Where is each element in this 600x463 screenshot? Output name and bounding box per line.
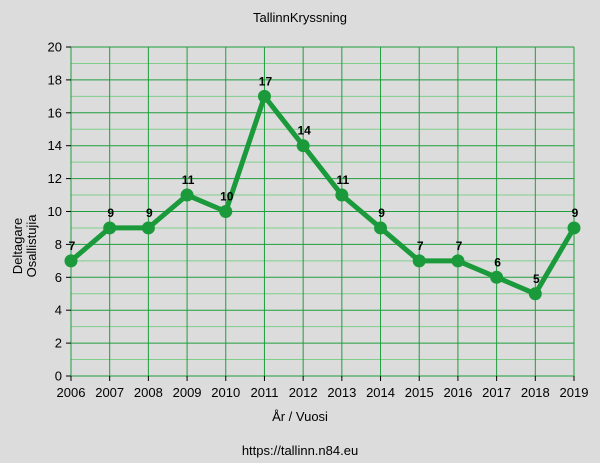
axis-ticks: 0 2 4 6 8 10 12 14 16 18 20 2006 2007 2008 2009 2010 201… — [48, 40, 589, 401]
data-point — [103, 221, 117, 235]
chart-title: TallinnKryssning — [253, 10, 347, 25]
data-label: 6 — [494, 255, 501, 269]
y-tick-label: 4 — [55, 303, 62, 318]
data-label: 7 — [69, 239, 76, 253]
data-point — [180, 188, 194, 202]
data-label: 10 — [220, 190, 234, 204]
data-point — [567, 221, 581, 235]
data-labels: 7 9 9 11 10 17 14 11 9 7 7 6 5 9 — [69, 74, 579, 285]
series-line-group — [64, 89, 581, 301]
x-axis-label: År / Vuosi — [272, 409, 328, 424]
data-label: 9 — [572, 206, 579, 220]
x-tick-label: 2019 — [560, 385, 589, 400]
data-point — [374, 221, 388, 235]
x-tick-label: 2007 — [95, 385, 124, 400]
x-tick-label: 2017 — [482, 385, 511, 400]
x-tick-label: 2009 — [173, 385, 202, 400]
data-label: 9 — [146, 206, 153, 220]
data-point — [141, 221, 155, 235]
y-tick-label: 0 — [55, 369, 62, 384]
y-tick-label: 20 — [48, 40, 62, 55]
x-tick-label: 2013 — [327, 385, 356, 400]
data-label: 14 — [297, 124, 311, 138]
data-point — [64, 254, 78, 268]
data-point — [490, 270, 504, 284]
y-tick-label: 2 — [55, 336, 62, 351]
data-label: 9 — [378, 206, 385, 220]
y-tick-label: 8 — [55, 237, 62, 252]
y-axis-label-line-1: Deltagare — [10, 218, 25, 274]
y-tick-label: 14 — [48, 138, 62, 153]
data-label: 7 — [456, 239, 463, 253]
x-tick-label: 2011 — [250, 385, 278, 400]
data-label: 11 — [182, 173, 195, 187]
data-label: 7 — [417, 239, 424, 253]
data-label: 11 — [337, 173, 350, 187]
x-tick-label: 2018 — [521, 385, 550, 400]
data-point — [219, 205, 233, 218]
y-tick-label: 18 — [48, 72, 62, 87]
x-tick-label: 2016 — [443, 385, 472, 400]
data-point — [296, 139, 310, 153]
y-tick-label: 16 — [48, 105, 62, 120]
data-label: 17 — [259, 74, 273, 88]
x-tick-label: 2014 — [366, 385, 395, 400]
data-point — [257, 89, 271, 103]
data-point — [412, 254, 426, 268]
data-point — [335, 188, 349, 202]
y-tick-label: 6 — [55, 270, 62, 285]
x-tick-label: 2008 — [134, 385, 163, 400]
x-tick-label: 2015 — [405, 385, 434, 400]
x-tick-label: 2010 — [211, 385, 240, 400]
series-line — [68, 93, 577, 297]
y-tick-label: 10 — [48, 204, 62, 219]
y-axis-label-line-2: Osallistujia — [24, 214, 39, 278]
data-point — [528, 287, 542, 301]
data-label: 9 — [107, 206, 114, 220]
data-point — [451, 254, 465, 268]
x-tick-label: 2006 — [57, 385, 86, 400]
data-label: 5 — [533, 272, 540, 286]
y-axis-label: Deltagare Osallistujia — [10, 214, 39, 278]
y-tick-label: 12 — [48, 171, 62, 186]
source-url: https://tallinn.n84.eu — [242, 443, 358, 458]
x-tick-label: 2012 — [289, 385, 318, 400]
